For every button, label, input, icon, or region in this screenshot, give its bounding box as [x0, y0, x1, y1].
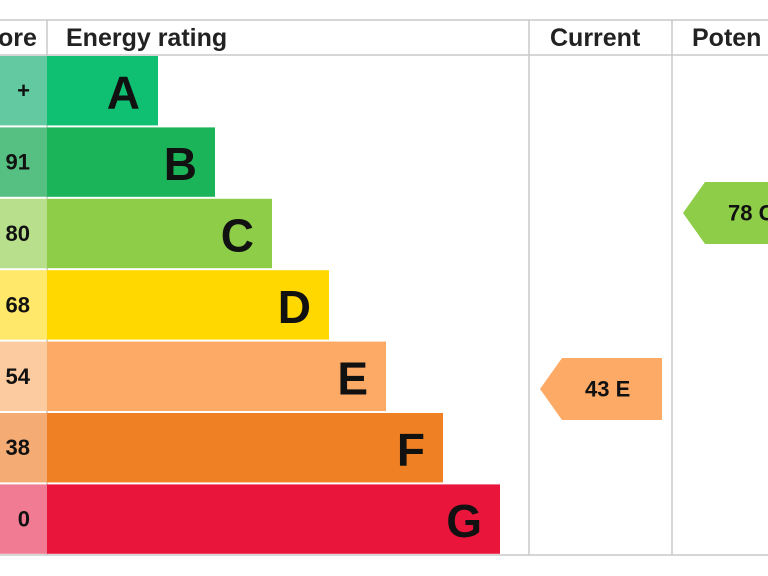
- score-cell: [0, 56, 47, 126]
- score-header: ore: [0, 24, 37, 52]
- score-cell: [0, 270, 47, 340]
- score-range: 54: [6, 364, 31, 389]
- rating-bar: [47, 56, 158, 126]
- rating-bar: [47, 198, 272, 269]
- score-cell: [0, 484, 47, 554]
- rating-letter: B: [164, 138, 197, 190]
- score-cell: [0, 413, 47, 483]
- score-range: +: [17, 78, 30, 103]
- rating-bar: [47, 484, 500, 554]
- potential-arrow-label: 78 C: [728, 201, 768, 226]
- potential-arrow: [683, 182, 768, 244]
- score-cell: [0, 198, 47, 269]
- rating-letter: A: [107, 67, 140, 119]
- score-range: 80: [6, 221, 30, 246]
- score-range: 38: [6, 435, 30, 460]
- current-arrow-label: 43 E: [585, 377, 630, 402]
- rating-bar: [47, 270, 329, 340]
- score-cell: [0, 341, 47, 411]
- rating-letter: C: [221, 210, 254, 262]
- current-header: Current: [550, 24, 641, 52]
- score-range: 91: [6, 150, 30, 175]
- rating-letter: F: [397, 424, 425, 476]
- score-range: 0: [18, 507, 30, 532]
- rating-bar: [47, 127, 215, 197]
- rating-letter: G: [446, 495, 482, 547]
- score-cell: [0, 127, 47, 197]
- score-range: 68: [6, 292, 30, 317]
- rating-bar: [47, 413, 443, 483]
- rating-letter: E: [337, 352, 368, 404]
- rating-bar: [47, 341, 386, 411]
- rating-header: Energy rating: [66, 24, 227, 52]
- rating-letter: D: [278, 281, 311, 333]
- current-arrow: [540, 358, 662, 420]
- potential-header: Poten: [692, 24, 761, 52]
